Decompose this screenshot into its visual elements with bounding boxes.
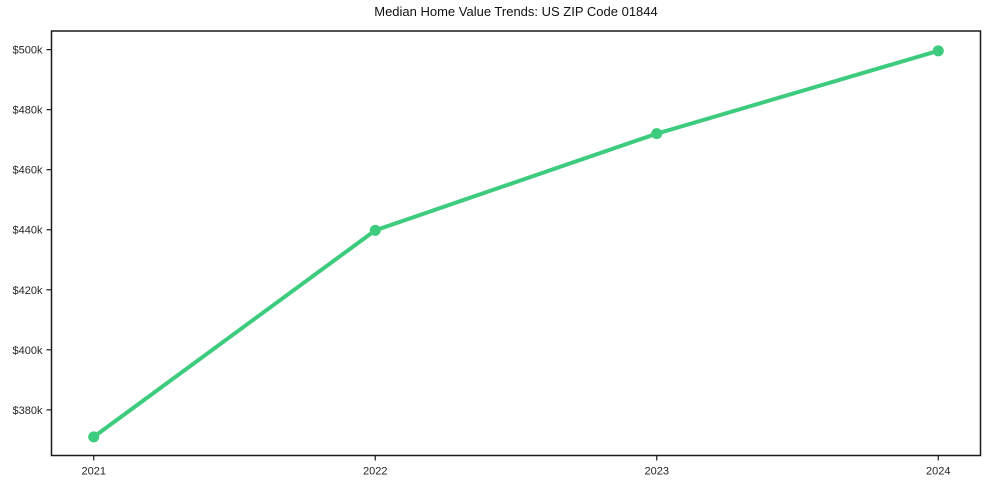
y-tick-label: $500k — [13, 45, 43, 57]
x-tick-label: 2022 — [363, 466, 387, 478]
y-tick-label: $400k — [13, 345, 43, 357]
chart-title: Median Home Value Trends: US ZIP Code 01… — [374, 4, 658, 19]
y-tick-label: $440k — [13, 225, 43, 237]
x-tick-label: 2021 — [81, 466, 105, 478]
y-tick-label: $380k — [13, 405, 43, 417]
data-point — [369, 224, 381, 236]
data-point — [651, 128, 663, 140]
data-line — [91, 48, 941, 439]
x-tick-label: 2024 — [926, 466, 950, 478]
data-point — [88, 431, 100, 443]
y-tick-label: $420k — [13, 285, 43, 297]
x-tick-label: 2023 — [645, 466, 669, 478]
y-tick-label: $460k — [13, 165, 43, 177]
y-tick-label: $480k — [13, 105, 43, 117]
plot-frame — [50, 30, 982, 457]
data-point — [932, 45, 944, 57]
